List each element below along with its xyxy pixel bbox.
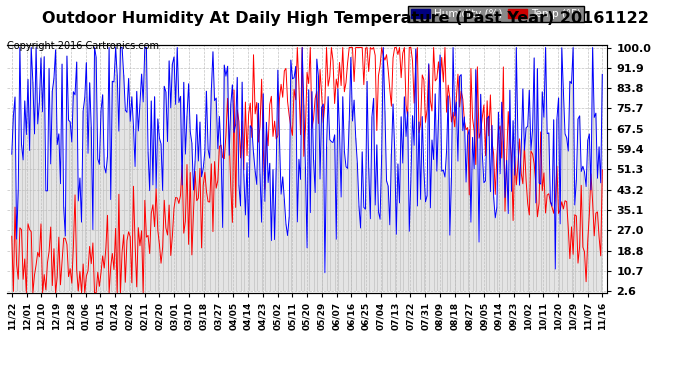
- Text: Outdoor Humidity At Daily High Temperature (Past Year) 20161122: Outdoor Humidity At Daily High Temperatu…: [41, 11, 649, 26]
- Text: Copyright 2016 Cartronics.com: Copyright 2016 Cartronics.com: [7, 41, 159, 51]
- Legend: Humidity (%), Temp (°F): Humidity (%), Temp (°F): [408, 6, 584, 22]
